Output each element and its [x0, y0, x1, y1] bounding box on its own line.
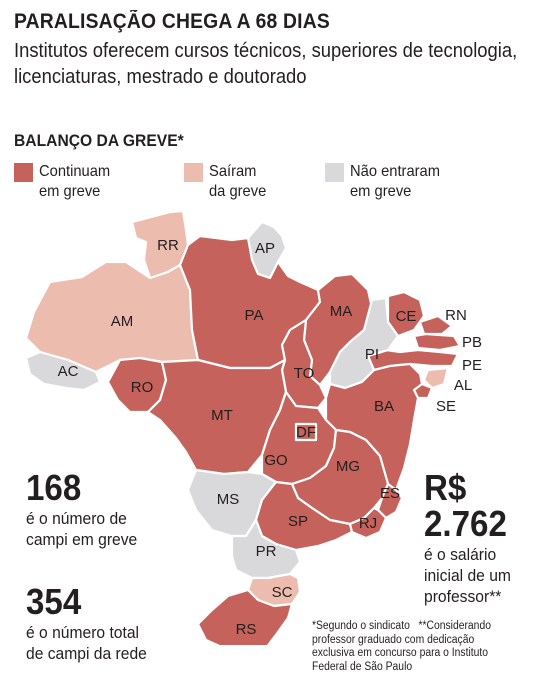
- stat-total-campi: 354 é o número total de campi da rede: [26, 584, 157, 664]
- state-label-pe: PE: [462, 357, 482, 374]
- stat-number: R$ 2.762: [424, 467, 507, 544]
- stat-text: é o número total: [26, 623, 140, 642]
- state-es: [376, 482, 404, 520]
- state-label-rj: RJ: [359, 515, 377, 532]
- state-label-mg: MG: [336, 458, 360, 475]
- legend-swatch-nao-entraram: [325, 163, 344, 182]
- legend-label: em greve: [39, 183, 101, 200]
- legend-label: em greve: [350, 183, 412, 200]
- state-label-ac: AC: [58, 363, 79, 380]
- state-label-to: TO: [294, 365, 315, 382]
- stat-text: professor**: [424, 587, 502, 606]
- stat-text: campi em greve: [26, 530, 138, 549]
- state-al: [422, 366, 450, 390]
- state-label-rs: RS: [236, 621, 257, 638]
- state-pr: [230, 518, 302, 580]
- state-label-pb: PB: [462, 334, 482, 351]
- stat-strike-campi: 168 é o número de campi em greve: [26, 470, 147, 550]
- stat-salary: R$ 2.762 é o salário inicial de um profe…: [424, 470, 550, 607]
- page-title: PARALISAÇÃO CHEGA A 68 DIAS: [14, 10, 330, 33]
- legend-title: BALANÇO DA GREVE*: [14, 131, 184, 150]
- state-label-se: SE: [436, 398, 456, 415]
- state-label-pr: PR: [256, 543, 277, 560]
- legend-item-sairam: Saíram da greve: [184, 162, 271, 202]
- footnote-line: Federal de São Paulo: [312, 660, 413, 673]
- state-label-pa: PA: [245, 307, 264, 324]
- stat-text: é o salário: [424, 545, 497, 564]
- state-label-mt: MT: [211, 407, 233, 424]
- legend-label: Saíram: [209, 163, 257, 180]
- footnote-line: *Segundo o sindicato **Considerando: [312, 620, 491, 632]
- footnote-line: professor graduado com dedicação: [312, 633, 475, 646]
- state-label-ce: CE: [396, 308, 417, 325]
- footnotes: *Segundo o sindicato **Considerando prof…: [312, 620, 533, 674]
- state-pb: [412, 332, 462, 352]
- state-rn: [418, 314, 454, 336]
- stat-number: 354: [26, 581, 82, 622]
- legend-item-nao-entraram: Não entraram em greve: [325, 162, 448, 202]
- state-label-go: GO: [264, 452, 287, 469]
- stat-text: é o número de: [26, 509, 127, 528]
- legend-swatch-sairam: [184, 163, 203, 182]
- state-label-am: AM: [111, 313, 134, 330]
- state-label-ba: BA: [374, 398, 394, 415]
- legend-item-continuam: Continuam em greve: [14, 162, 116, 202]
- legend-label: Não entraram: [350, 163, 441, 180]
- footnote-line: exclusiva em concurso para o Instituto: [312, 647, 489, 659]
- stat-number: 168: [26, 467, 82, 508]
- legend-label: da greve: [209, 183, 267, 200]
- state-label-ro: RO: [131, 379, 154, 396]
- state-ac: [24, 350, 102, 392]
- legend-swatch-continuam: [14, 163, 33, 182]
- state-label-pi: PI: [365, 346, 379, 363]
- state-label-sc: SC: [272, 584, 293, 601]
- legend-label: Continuam: [39, 163, 111, 180]
- state-label-df: DF: [296, 424, 316, 441]
- stat-text: de campi da rede: [26, 644, 147, 663]
- state-label-rr: RR: [157, 237, 179, 254]
- state-df: [294, 422, 318, 442]
- state-rs: [196, 588, 294, 645]
- brazil-map: RR AP AM PA MA CE RN PB PE AL SE PI AC R…: [24, 209, 482, 645]
- state-mt: [146, 358, 288, 476]
- state-label-es: ES: [380, 485, 400, 502]
- state-label-ap: AP: [255, 240, 275, 257]
- stat-text: inicial de um: [424, 566, 511, 585]
- state-label-rn: RN: [445, 307, 467, 324]
- state-label-sp: SP: [288, 513, 308, 530]
- state-label-ma: MA: [330, 303, 353, 320]
- state-label-al: AL: [454, 377, 472, 394]
- state-label-ms: MS: [217, 491, 240, 508]
- subtitle: Institutos oferecem cursos técnicos, sup…: [14, 40, 518, 88]
- state-rj: [348, 506, 388, 540]
